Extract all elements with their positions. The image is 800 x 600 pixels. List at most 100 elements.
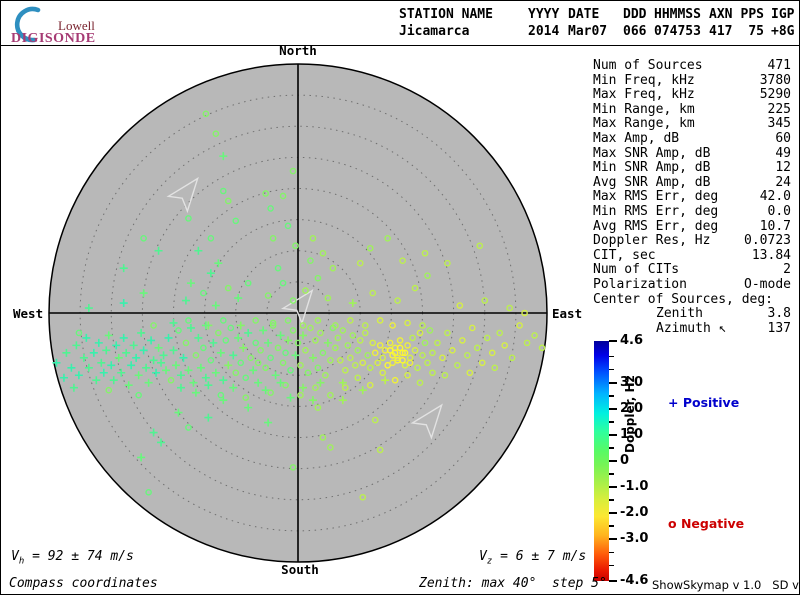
banner-header: DATE xyxy=(568,7,600,22)
vz-symbol: V xyxy=(479,549,487,564)
source-point-positive xyxy=(157,358,166,367)
source-point-positive xyxy=(194,333,203,342)
compass-label-west: West xyxy=(13,306,44,321)
source-point-negative xyxy=(439,354,446,362)
source-point-negative xyxy=(379,354,386,362)
source-point-negative xyxy=(289,464,297,471)
source-point-positive xyxy=(52,358,61,367)
banner-value: 074753 xyxy=(654,24,701,39)
stat-row: Azimuth ↖ 137 xyxy=(593,320,791,336)
source-point-negative xyxy=(322,371,329,379)
source-point-positive xyxy=(82,333,91,342)
source-point-negative xyxy=(75,329,83,337)
colorbar-major-tick xyxy=(609,408,617,410)
source-point-negative xyxy=(356,259,364,267)
source-point-positive xyxy=(72,341,81,350)
source-point-positive xyxy=(254,378,263,387)
source-point-negative xyxy=(351,361,359,369)
source-point-negative xyxy=(287,366,294,374)
source-point-negative xyxy=(279,359,287,367)
source-point-positive xyxy=(298,383,307,392)
source-point-negative xyxy=(269,234,277,242)
stat-value: 225 xyxy=(767,101,791,117)
source-point-positive xyxy=(127,361,136,370)
source-point-negative xyxy=(386,339,394,347)
source-point-negative xyxy=(444,259,451,267)
source-point-negative xyxy=(327,444,334,451)
source-point-negative xyxy=(376,317,384,324)
source-point-negative xyxy=(356,337,364,344)
source-point-positive xyxy=(216,348,225,357)
source-point-negative xyxy=(224,197,232,205)
colorbar-minor-tick xyxy=(609,394,614,397)
source-point-negative xyxy=(237,359,245,367)
source-point-negative xyxy=(252,339,259,347)
banner-col-yyyy: YYYY 2014 xyxy=(528,6,560,40)
source-point-negative xyxy=(185,424,192,431)
source-point-negative xyxy=(421,249,429,257)
source-point-negative xyxy=(269,319,277,327)
source-point-positive xyxy=(137,453,146,462)
stat-row: CIT, sec 13.84 xyxy=(593,248,791,263)
source-point-positive xyxy=(137,328,146,337)
banner-value: Jicamarca xyxy=(399,24,470,39)
source-point-positive xyxy=(206,269,215,278)
stat-value: 3780 xyxy=(759,72,791,88)
source-point-negative xyxy=(386,347,394,354)
source-point-negative xyxy=(185,215,192,222)
stat-value: 137 xyxy=(767,320,791,336)
source-point-negative xyxy=(167,376,175,384)
stat-value: 10.7 xyxy=(759,218,791,234)
source-point-negative xyxy=(488,349,496,357)
source-point-negative xyxy=(337,357,344,364)
source-point-negative xyxy=(434,339,441,347)
source-point-negative xyxy=(219,187,227,195)
source-point-negative xyxy=(399,257,406,265)
banner-col-igp: IGP +8G xyxy=(771,6,796,40)
source-point-positive xyxy=(102,346,111,355)
source-point-negative xyxy=(282,349,289,357)
source-point-negative xyxy=(332,322,339,329)
source-point-negative xyxy=(476,242,484,250)
source-point-negative xyxy=(289,327,297,334)
source-point-negative xyxy=(366,244,374,252)
source-point-negative xyxy=(374,359,381,367)
source-point-negative xyxy=(538,344,546,352)
source-point-positive xyxy=(204,381,213,390)
source-point-negative xyxy=(394,297,401,304)
banner-col-hhmmss: HHMMSS 074753 xyxy=(654,6,702,40)
source-point-positive xyxy=(132,353,141,362)
stat-value: 0.0723 xyxy=(744,233,791,249)
source-point-negative xyxy=(384,361,391,369)
vz-subscript: z xyxy=(486,556,493,567)
vh-subscript: h xyxy=(18,556,25,567)
source-point-positive xyxy=(89,348,98,357)
banner-col-ddd: DDD 066 xyxy=(623,6,649,40)
source-point-positive xyxy=(229,351,238,360)
source-point-negative xyxy=(366,364,374,372)
stat-value: 3.8 xyxy=(767,306,791,322)
source-point-negative xyxy=(232,217,240,225)
source-point-negative xyxy=(379,369,386,377)
source-point-positive xyxy=(338,396,347,405)
source-point-negative xyxy=(441,371,449,379)
stat-row: Max RMS Err, deg 42.0 xyxy=(593,189,791,205)
stat-row: Avg RMS Err, deg 10.7 xyxy=(593,218,791,234)
source-point-negative xyxy=(284,222,292,230)
source-point-negative xyxy=(429,349,436,357)
source-point-negative xyxy=(279,279,287,287)
stat-label: Max RMS Err, deg xyxy=(593,189,719,205)
source-point-positive xyxy=(176,371,185,380)
source-point-positive xyxy=(276,378,285,387)
drift-direction-arrow-icon xyxy=(410,403,443,440)
banner-value: 417 xyxy=(709,24,733,39)
source-point-negative xyxy=(312,337,319,344)
source-point-positive xyxy=(147,336,156,345)
stat-row: Max SNR Amp, dB 49 xyxy=(593,146,791,161)
source-point-negative xyxy=(252,317,259,324)
source-point-negative xyxy=(506,304,513,312)
colorbar-major-tick xyxy=(609,340,617,342)
colorbar-minor-tick xyxy=(609,421,614,423)
source-point-positive xyxy=(179,353,188,362)
source-point-negative xyxy=(264,292,272,299)
